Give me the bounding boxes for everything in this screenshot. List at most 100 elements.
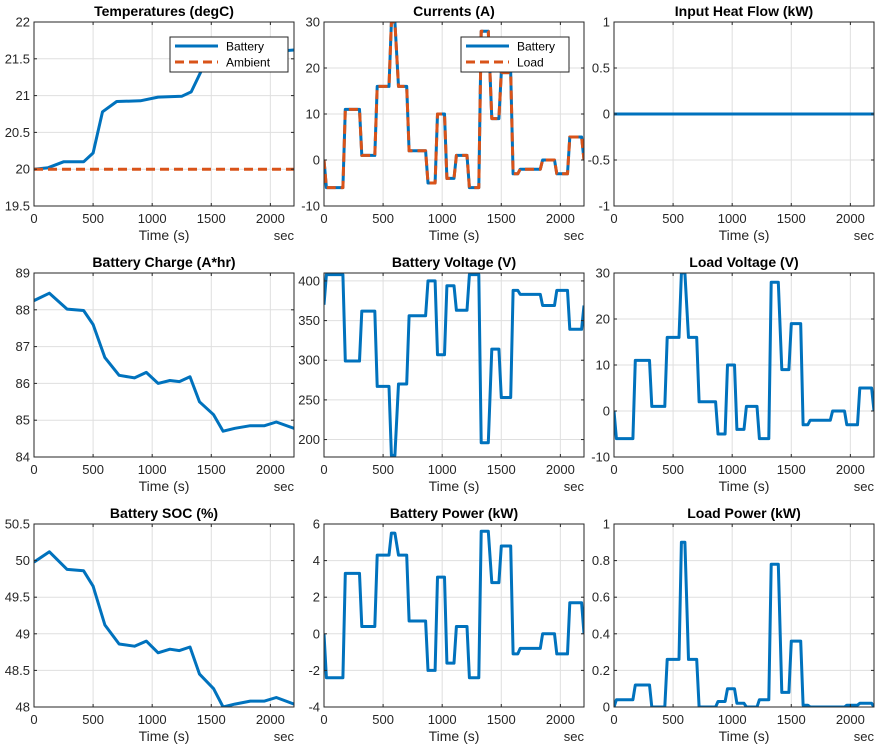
y-tick-label: 50.5	[5, 517, 30, 532]
y-tick-label: -4	[308, 700, 320, 715]
series-line-1	[324, 529, 584, 680]
x-tick-label: 500	[372, 712, 394, 727]
x-axis-unit: sec	[854, 479, 875, 494]
y-tick-label: -0.5	[588, 153, 610, 168]
y-tick-label: 0.5	[592, 61, 610, 76]
chart-title: Currents (A)	[413, 3, 495, 19]
x-tick-label: 0	[610, 211, 617, 226]
x-tick-label: 2000	[836, 462, 865, 477]
chart-title: Battery Voltage (V)	[392, 254, 516, 270]
x-tick-label: 1000	[718, 712, 747, 727]
subplot-1: 0 500 1000 1500 2000 19.5 20 20.5 21 21.5 22 Temper…	[5, 3, 295, 243]
y-tick-label: 0.4	[592, 626, 610, 641]
y-tick-label: 30	[596, 266, 610, 281]
y-tick-label: 0	[603, 107, 610, 122]
x-tick-label: 500	[82, 712, 104, 727]
y-tick-label: 30	[306, 15, 320, 30]
y-tick-label: 0	[603, 700, 610, 715]
y-tick-label: -10	[301, 199, 320, 214]
x-tick-label: 0	[610, 462, 617, 477]
x-tick-label: 500	[662, 712, 684, 727]
legend: Battery Ambient	[169, 36, 289, 73]
x-tick-label: 1500	[777, 211, 806, 226]
x-tick-label: 2000	[546, 462, 575, 477]
x-tick-label: 500	[372, 211, 394, 226]
x-tick-label: 1500	[197, 211, 226, 226]
x-tick-label: 500	[662, 211, 684, 226]
x-axis-unit: sec	[854, 729, 875, 744]
x-tick-label: 0	[320, 462, 327, 477]
x-tick-label: 2000	[256, 462, 285, 477]
y-tick-label: 20	[16, 162, 30, 177]
y-tick-label: 300	[298, 353, 320, 368]
legend: Battery Load	[460, 36, 570, 73]
y-tick-label: 20.5	[5, 125, 30, 140]
x-axis-unit: sec	[854, 228, 875, 243]
x-tick-label: 0	[30, 712, 37, 727]
y-tick-label: 350	[298, 313, 320, 328]
y-tick-label: 0	[313, 153, 320, 168]
x-tick-label: 1000	[718, 462, 747, 477]
x-axis-unit: sec	[564, 228, 585, 243]
chart-title: Load Power (kW)	[687, 505, 801, 521]
chart-title: Temperatures (degC)	[94, 3, 234, 19]
y-tick-label: 20	[306, 61, 320, 76]
x-axis-unit: sec	[564, 729, 585, 744]
y-tick-label: 250	[298, 392, 320, 407]
y-tick-label: -1	[598, 199, 610, 214]
y-tick-label: 2	[313, 590, 320, 605]
x-tick-label: 2000	[256, 712, 285, 727]
x-tick-label: 1500	[197, 462, 226, 477]
y-tick-label: 50	[16, 553, 30, 568]
x-tick-label: 1500	[197, 712, 226, 727]
y-tick-label: 0	[313, 626, 320, 641]
subplot-5: 0 500 1000 1500 2000 200 250 300 350 400 Battery V…	[298, 254, 585, 494]
axes-box	[33, 523, 295, 708]
x-tick-label: 1500	[487, 211, 516, 226]
legend-label: Load	[517, 56, 544, 70]
x-axis-label: Time (s)	[429, 227, 480, 243]
series-line-1	[34, 291, 294, 433]
x-tick-label: 1500	[777, 462, 806, 477]
x-axis-label: Time (s)	[719, 478, 770, 494]
x-axis-label: Time (s)	[139, 728, 190, 744]
plot-area	[34, 524, 294, 707]
x-tick-label: 0	[30, 211, 37, 226]
series-line-1	[614, 540, 874, 707]
axes-box	[323, 272, 585, 458]
legend-label: Battery	[226, 40, 264, 54]
x-axis-unit: sec	[564, 479, 585, 494]
x-tick-label: 1000	[428, 211, 457, 226]
x-axis-unit: sec	[274, 479, 295, 494]
y-tick-label: 86	[16, 376, 30, 391]
y-tick-label: 400	[298, 273, 320, 288]
x-tick-label: 1500	[487, 712, 516, 727]
y-tick-label: 1	[603, 517, 610, 532]
y-tick-label: 48.5	[5, 663, 30, 678]
y-tick-label: -10	[591, 450, 610, 465]
x-tick-label: 500	[82, 211, 104, 226]
x-tick-label: 2000	[546, 712, 575, 727]
x-tick-label: 500	[372, 462, 394, 477]
legend-box	[169, 36, 289, 73]
y-tick-label: 21	[16, 88, 30, 103]
y-tick-label: 89	[16, 266, 30, 281]
x-tick-label: 1000	[138, 211, 167, 226]
x-tick-label: 1000	[138, 712, 167, 727]
y-tick-label: 0.6	[592, 590, 610, 605]
subplot-8: 0 500 1000 1500 2000 -4 -2 0 2 4 6 Battery Power (k…	[308, 505, 585, 744]
y-tick-label: 85	[16, 413, 30, 428]
x-tick-label: 0	[30, 462, 37, 477]
x-tick-label: 1000	[428, 712, 457, 727]
x-axis-label: Time (s)	[139, 227, 190, 243]
axes-box	[323, 523, 585, 708]
y-tick-label: 21.5	[5, 51, 30, 66]
y-tick-label: 19.5	[5, 199, 30, 214]
plot-area	[614, 524, 874, 707]
chart-title: Battery Charge (A*hr)	[92, 254, 235, 270]
x-tick-label: 0	[320, 211, 327, 226]
axes-box	[33, 272, 295, 458]
subplot-7: 0 500 1000 1500 2000 48 48.5 49 49.5 50 50.5 Batter…	[5, 505, 295, 744]
y-tick-label: 0	[603, 404, 610, 419]
